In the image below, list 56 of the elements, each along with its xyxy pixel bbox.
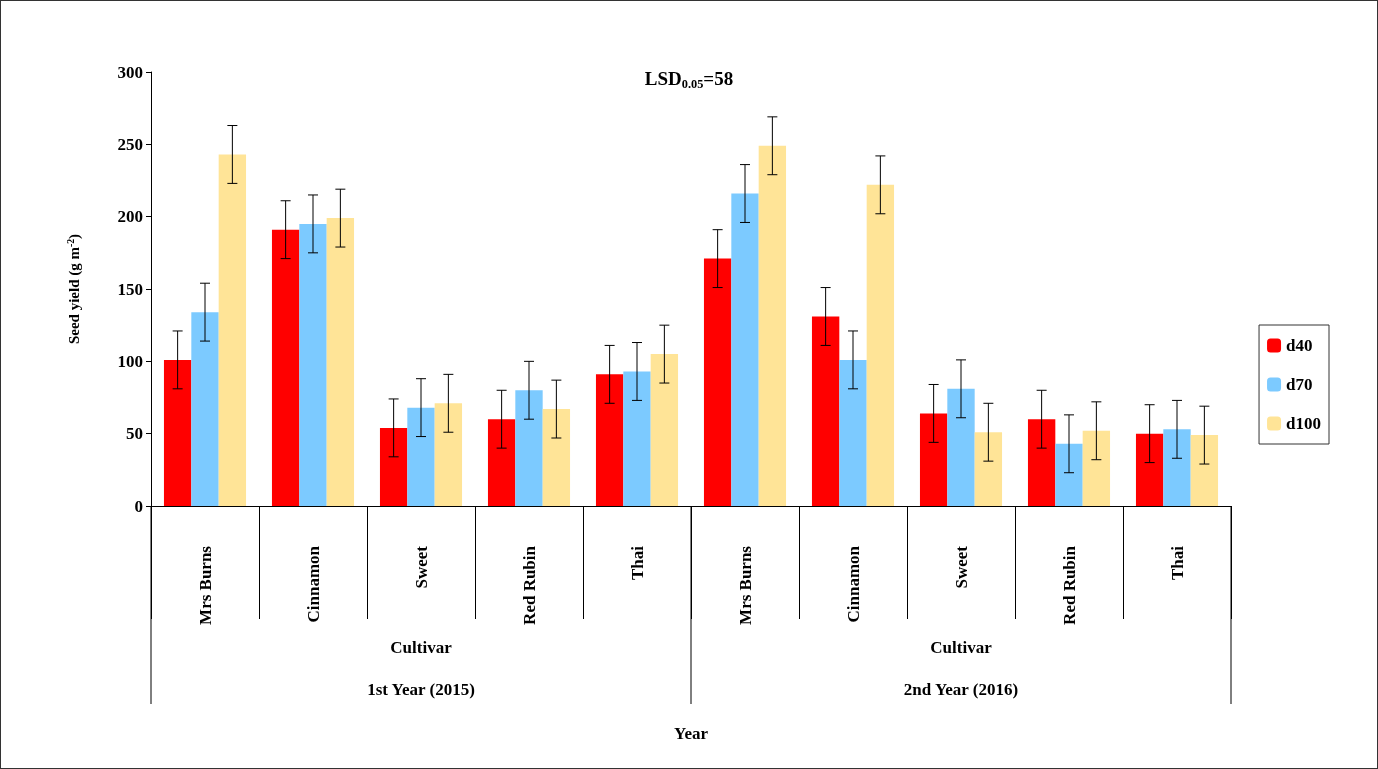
x-tick-label: Thai: [627, 545, 647, 581]
bar: [947, 388, 975, 506]
bar: [866, 184, 895, 506]
bar: [703, 258, 732, 506]
bar: [595, 374, 624, 506]
y-tick-label: 0: [134, 496, 143, 516]
bar: [542, 409, 571, 506]
text: Cultivar: [390, 637, 453, 657]
y-tick-label: 250: [117, 134, 143, 154]
x-tick-label: Red Rubin: [519, 545, 539, 625]
x-tick-label: Mrs Burns: [735, 545, 755, 625]
x-tick-label: Sweet: [951, 545, 971, 589]
bar: [758, 145, 787, 506]
x-tick-label: Cinnamon: [843, 545, 863, 623]
bar: [1190, 435, 1219, 506]
bar: [271, 229, 300, 506]
bar: [1163, 429, 1191, 506]
x-tick-label: Cinnamon: [303, 545, 323, 623]
bar: [191, 312, 219, 506]
legend-label: d40: [1286, 336, 1313, 355]
bar: [623, 371, 651, 506]
x-tick-label: Mrs Burns: [195, 545, 215, 625]
y-tick-label: 300: [117, 62, 143, 82]
bar: [650, 354, 679, 506]
y-tick-label: 100: [117, 351, 143, 371]
text: 2nd Year (2016): [903, 679, 1019, 699]
bar: [407, 407, 435, 506]
y-tick-label: 50: [126, 424, 143, 444]
bar: [811, 316, 840, 506]
text: Cultivar: [930, 637, 993, 657]
bar: [326, 218, 355, 506]
bar: [839, 359, 867, 506]
bar: [1135, 433, 1164, 506]
bar: [1027, 419, 1056, 506]
bar: [163, 359, 192, 506]
bar: [1082, 430, 1111, 506]
bar: [974, 432, 1003, 506]
bar: [379, 427, 408, 506]
x-tick-label: Thai: [1167, 545, 1187, 581]
x-tick-label: Red Rubin: [1059, 545, 1079, 625]
bar: [919, 413, 948, 506]
bar: [731, 193, 759, 506]
y-axis-title: Seed yield (g m-2): [65, 233, 84, 345]
x-tick-label: Sweet: [411, 545, 431, 589]
text: Year: [674, 723, 709, 743]
bar: [1055, 443, 1083, 506]
legend-label: d100: [1286, 414, 1322, 433]
bar: [515, 390, 543, 506]
text: 1st Year (2015): [367, 679, 475, 699]
bar: [218, 154, 247, 506]
y-tick-label: 150: [117, 279, 143, 299]
y-tick-label: 200: [117, 207, 143, 227]
bar: [487, 419, 516, 506]
legend-label: d70: [1286, 375, 1313, 394]
bar: [299, 223, 327, 506]
bar: [434, 403, 463, 506]
